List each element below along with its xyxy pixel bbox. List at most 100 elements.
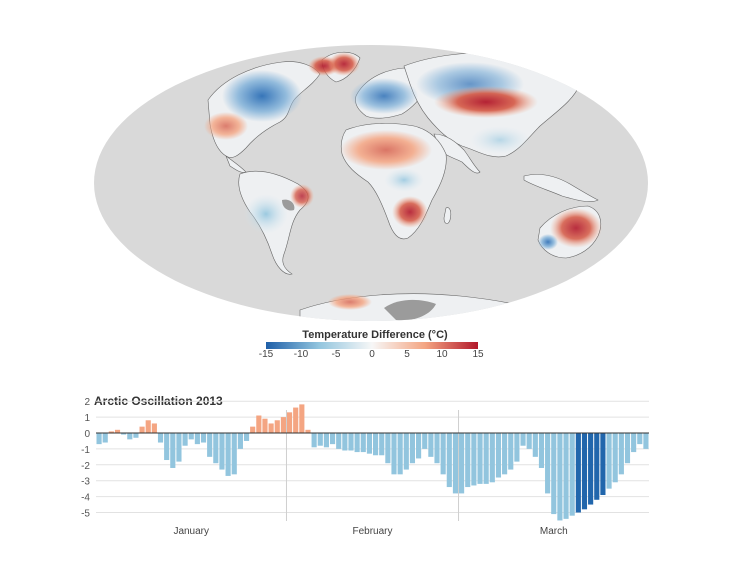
bar bbox=[434, 433, 440, 464]
bar bbox=[151, 423, 157, 433]
bar bbox=[391, 433, 397, 475]
bar bbox=[145, 420, 151, 433]
bar bbox=[200, 433, 207, 443]
temperature-anomaly-map bbox=[94, 45, 648, 321]
bar bbox=[311, 433, 317, 448]
bar bbox=[231, 433, 237, 475]
bar bbox=[237, 433, 243, 449]
bar bbox=[495, 433, 502, 478]
color-scale-bar bbox=[266, 342, 478, 349]
bar bbox=[631, 433, 637, 453]
bar bbox=[612, 433, 618, 483]
y-tick-label: -2 bbox=[81, 461, 90, 472]
month-label: February bbox=[352, 526, 392, 537]
bar bbox=[471, 433, 477, 486]
bar bbox=[243, 433, 250, 441]
bar bbox=[403, 433, 409, 470]
no-data-region bbox=[384, 299, 436, 321]
legend-tick: 15 bbox=[472, 349, 484, 360]
legend-tick: 5 bbox=[404, 349, 410, 360]
bar bbox=[329, 433, 336, 445]
bar bbox=[385, 433, 391, 464]
bar bbox=[416, 433, 422, 459]
bar bbox=[293, 407, 299, 433]
bar bbox=[207, 433, 213, 457]
y-tick-label: 2 bbox=[84, 397, 90, 408]
bar bbox=[538, 433, 545, 468]
y-tick-label: -1 bbox=[81, 445, 90, 456]
bar bbox=[440, 433, 446, 475]
bar bbox=[637, 433, 643, 445]
madagascar bbox=[443, 207, 452, 224]
bar bbox=[194, 433, 200, 445]
bar bbox=[452, 433, 459, 494]
bar bbox=[157, 433, 164, 443]
bar bbox=[545, 433, 551, 494]
bar bbox=[108, 431, 114, 433]
bar bbox=[397, 433, 403, 475]
bar bbox=[606, 433, 612, 489]
bar bbox=[274, 420, 280, 433]
bar bbox=[336, 433, 342, 449]
bar bbox=[563, 433, 569, 519]
bar bbox=[526, 433, 532, 449]
bar bbox=[127, 433, 133, 440]
bar bbox=[299, 404, 305, 433]
legend-tick: 0 bbox=[369, 349, 375, 360]
bar bbox=[225, 433, 231, 476]
bar bbox=[502, 433, 508, 475]
bar bbox=[624, 433, 631, 464]
bar bbox=[575, 433, 581, 513]
bar bbox=[262, 418, 268, 433]
bar bbox=[594, 433, 600, 500]
bar bbox=[520, 433, 526, 446]
bar bbox=[366, 433, 372, 454]
bar bbox=[459, 433, 465, 494]
bar bbox=[581, 433, 588, 510]
bar bbox=[422, 433, 428, 449]
bar bbox=[588, 433, 594, 505]
bar bbox=[569, 433, 575, 516]
bar bbox=[379, 433, 385, 456]
legend-tick: 10 bbox=[436, 349, 448, 360]
bar bbox=[219, 433, 225, 470]
bar bbox=[600, 433, 606, 496]
se-asia bbox=[523, 174, 599, 202]
bar bbox=[114, 429, 121, 433]
bar bbox=[348, 433, 354, 451]
bar bbox=[409, 433, 416, 464]
bar bbox=[342, 433, 348, 451]
bar bbox=[551, 433, 557, 515]
bar bbox=[250, 426, 256, 433]
bar bbox=[286, 412, 293, 433]
bar bbox=[188, 433, 194, 440]
bar bbox=[428, 433, 434, 457]
bar bbox=[373, 433, 379, 456]
bar bbox=[164, 433, 170, 461]
bar bbox=[360, 433, 366, 453]
bar bbox=[643, 433, 649, 449]
y-tick-label: -3 bbox=[81, 477, 90, 488]
bar bbox=[483, 433, 489, 484]
bar bbox=[213, 433, 219, 464]
bar bbox=[317, 433, 323, 446]
bar bbox=[121, 433, 127, 435]
bar bbox=[446, 433, 452, 488]
bar bbox=[557, 433, 563, 521]
bar bbox=[256, 415, 262, 433]
no-data-region bbox=[282, 199, 295, 211]
bar bbox=[354, 433, 360, 453]
bar bbox=[532, 433, 538, 457]
bar bbox=[477, 433, 483, 484]
bar bbox=[514, 433, 520, 462]
bar bbox=[268, 423, 274, 433]
bar bbox=[618, 433, 624, 475]
arabia-india bbox=[433, 133, 481, 174]
bar bbox=[182, 433, 188, 446]
bar bbox=[170, 433, 176, 468]
legend-ticks: -15 -10 -5 0 5 10 15 bbox=[0, 349, 743, 363]
bar bbox=[96, 433, 102, 445]
bar bbox=[465, 433, 471, 488]
y-tick-label: -4 bbox=[81, 493, 90, 504]
